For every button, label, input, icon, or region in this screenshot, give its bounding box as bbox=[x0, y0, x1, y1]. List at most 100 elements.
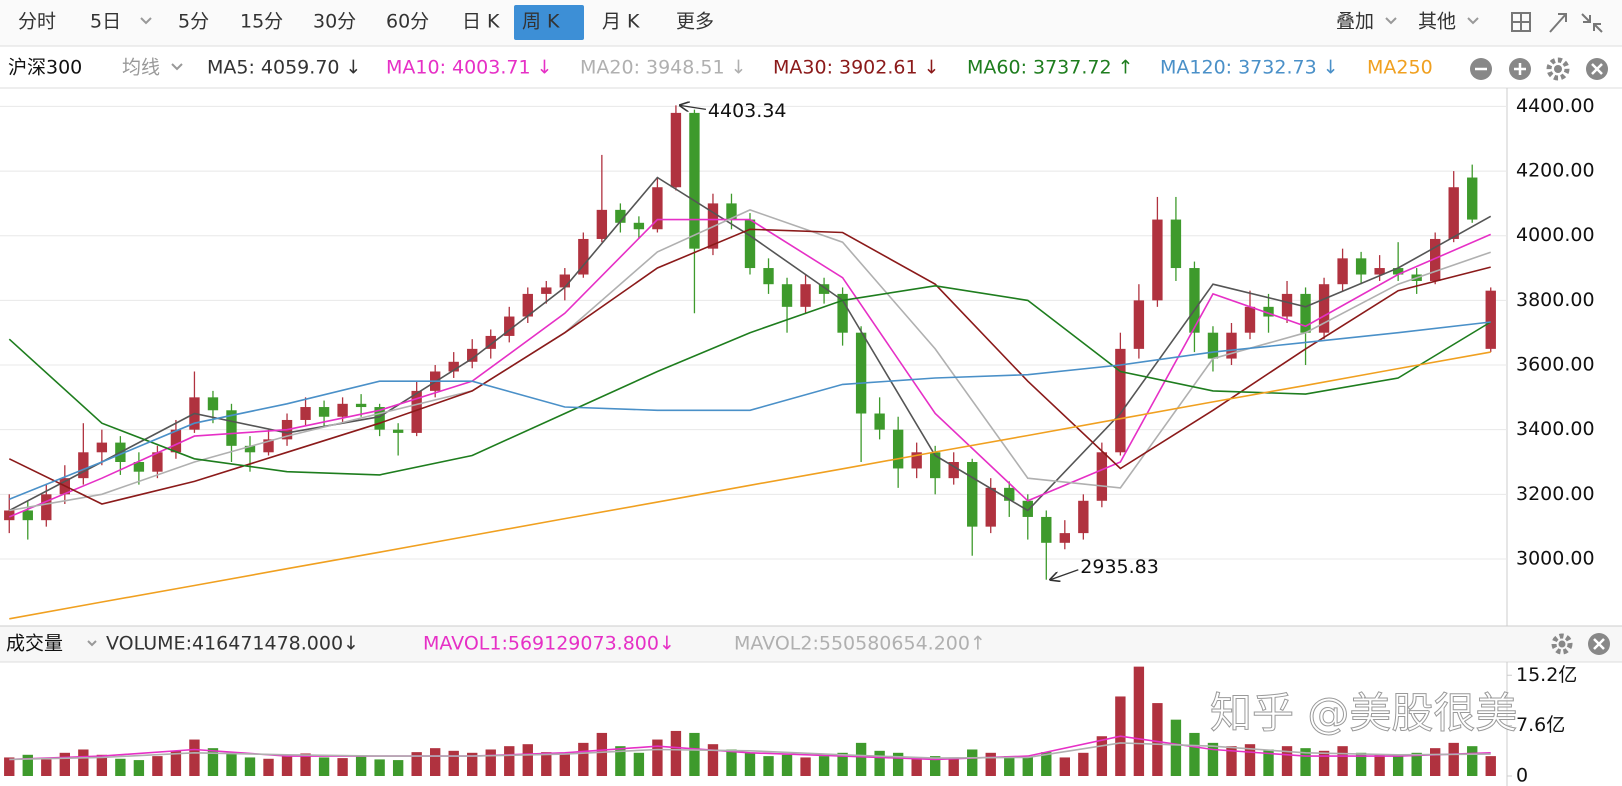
volume-bar bbox=[596, 732, 608, 776]
ma-line bbox=[8, 284, 1492, 476]
candle-body bbox=[1078, 500, 1089, 534]
volume-legend: MAVOL2:550580654.200↑ bbox=[734, 633, 986, 655]
volume-bar bbox=[1281, 746, 1293, 776]
candle-body bbox=[559, 274, 570, 288]
toolbar-menu[interactable]: 其他 bbox=[1418, 11, 1456, 33]
y-tick-label: 3600.00 bbox=[1516, 354, 1595, 376]
volume-bar bbox=[78, 749, 89, 776]
annotation-high: 4403.34 bbox=[708, 100, 787, 122]
volume-bar bbox=[115, 758, 126, 776]
volume-bar bbox=[59, 752, 70, 776]
indicator-select[interactable]: 均线 bbox=[122, 57, 160, 79]
volume-bar bbox=[1318, 750, 1330, 776]
y-tick-label: 4400.00 bbox=[1516, 95, 1595, 117]
volume-bar bbox=[1300, 748, 1311, 776]
annotation-arrow bbox=[1050, 569, 1079, 580]
candle-body bbox=[1374, 268, 1385, 275]
candle-body bbox=[1207, 332, 1219, 359]
volume-bar bbox=[892, 752, 904, 776]
volume-bar bbox=[578, 742, 589, 776]
volume-bar bbox=[652, 739, 663, 776]
toolbar-bg bbox=[0, 0, 1622, 46]
toolbar-tab[interactable]: 5日 bbox=[90, 11, 121, 33]
y-tick-label: 3800.00 bbox=[1516, 289, 1595, 311]
candle-body bbox=[207, 397, 219, 411]
volume-bar bbox=[392, 760, 404, 776]
volume-bar bbox=[948, 757, 959, 776]
candle-body bbox=[1337, 258, 1348, 285]
volume-bar bbox=[930, 756, 941, 776]
volume-bar bbox=[1467, 746, 1478, 776]
window-icons[interactable] bbox=[1511, 12, 1603, 33]
volume-legend: VOLUME:416471478.000↓ bbox=[106, 633, 359, 655]
candle-body bbox=[874, 413, 885, 430]
candle-body bbox=[1263, 306, 1274, 317]
toolbar-tab[interactable]: 60分 bbox=[386, 11, 429, 33]
volume-bar bbox=[1392, 756, 1404, 776]
candle-body bbox=[504, 316, 515, 336]
volume-bar bbox=[1022, 757, 1033, 776]
volume-bar bbox=[670, 730, 682, 776]
volume-bar bbox=[337, 758, 348, 776]
candle-body bbox=[392, 429, 404, 433]
toolbar-tab[interactable]: 15分 bbox=[240, 11, 283, 33]
candle-body bbox=[670, 112, 682, 188]
volume-bar bbox=[504, 746, 515, 776]
candle-body bbox=[1096, 452, 1108, 501]
volume-bar bbox=[541, 752, 552, 776]
volume-bar bbox=[559, 752, 570, 776]
toolbar-tab[interactable]: 5分 bbox=[178, 11, 209, 33]
volume-bar bbox=[1355, 752, 1367, 776]
annotation-low: 2935.83 bbox=[1080, 556, 1159, 578]
volume-bar bbox=[244, 757, 256, 776]
candle-body bbox=[522, 293, 533, 317]
candle-body bbox=[152, 452, 163, 472]
toolbar-tab[interactable]: 周 K bbox=[522, 11, 560, 33]
toolbar-tab[interactable]: 月 K bbox=[602, 11, 640, 33]
candle-body bbox=[1485, 290, 1496, 349]
candle-body bbox=[967, 461, 978, 527]
candle-body bbox=[318, 407, 330, 417]
ma-legend: MA5: 4059.70 ↓ bbox=[207, 57, 361, 79]
dropdown-caret bbox=[1467, 17, 1479, 25]
candle-body bbox=[1152, 219, 1163, 301]
watermark: 知乎 @美股很美 bbox=[1210, 689, 1517, 738]
toolbar-menu[interactable]: 叠加 bbox=[1336, 11, 1374, 33]
candle-body bbox=[596, 209, 608, 239]
ma-legend: MA120: 3732.73 ↓ bbox=[1160, 57, 1339, 79]
toolbar-tab[interactable]: 日 K bbox=[462, 11, 500, 33]
candle-body bbox=[1467, 177, 1478, 220]
volume-bar bbox=[1374, 754, 1385, 776]
candle-body bbox=[726, 203, 737, 220]
volume-bar bbox=[1041, 752, 1052, 776]
volume-bar bbox=[781, 754, 793, 776]
volume-bar bbox=[1263, 749, 1274, 776]
toolbar-tab[interactable]: 更多 bbox=[676, 11, 714, 33]
candle-body bbox=[1300, 293, 1311, 333]
candle-body bbox=[1430, 238, 1441, 281]
candle-body bbox=[541, 287, 552, 294]
volume-bar bbox=[707, 744, 719, 776]
volume-bar bbox=[467, 752, 478, 776]
volume-bar bbox=[170, 750, 182, 776]
candle-body bbox=[1133, 300, 1145, 349]
y-tick-label: 15.2亿 bbox=[1516, 664, 1577, 686]
volume-bar bbox=[300, 753, 311, 776]
volume-bar bbox=[226, 752, 237, 776]
tab-active-bg bbox=[514, 5, 584, 40]
toolbar-tab[interactable]: 分时 bbox=[18, 11, 56, 33]
volume-bar bbox=[41, 759, 52, 776]
candle-body bbox=[374, 407, 385, 430]
candle-body bbox=[170, 429, 182, 453]
volume-title[interactable]: 成交量 bbox=[6, 633, 63, 655]
candle-body bbox=[1115, 348, 1126, 453]
candle-body bbox=[1004, 487, 1015, 501]
panel-icons[interactable] bbox=[1470, 57, 1610, 655]
volume-bar bbox=[985, 752, 996, 776]
volume-bar bbox=[1207, 742, 1219, 776]
volume-bar bbox=[1133, 666, 1145, 776]
toolbar-tab[interactable]: 30分 bbox=[313, 11, 356, 33]
candle-body bbox=[1318, 284, 1330, 333]
candle-body bbox=[244, 445, 256, 453]
y-tick-label: 7.6亿 bbox=[1516, 714, 1565, 736]
